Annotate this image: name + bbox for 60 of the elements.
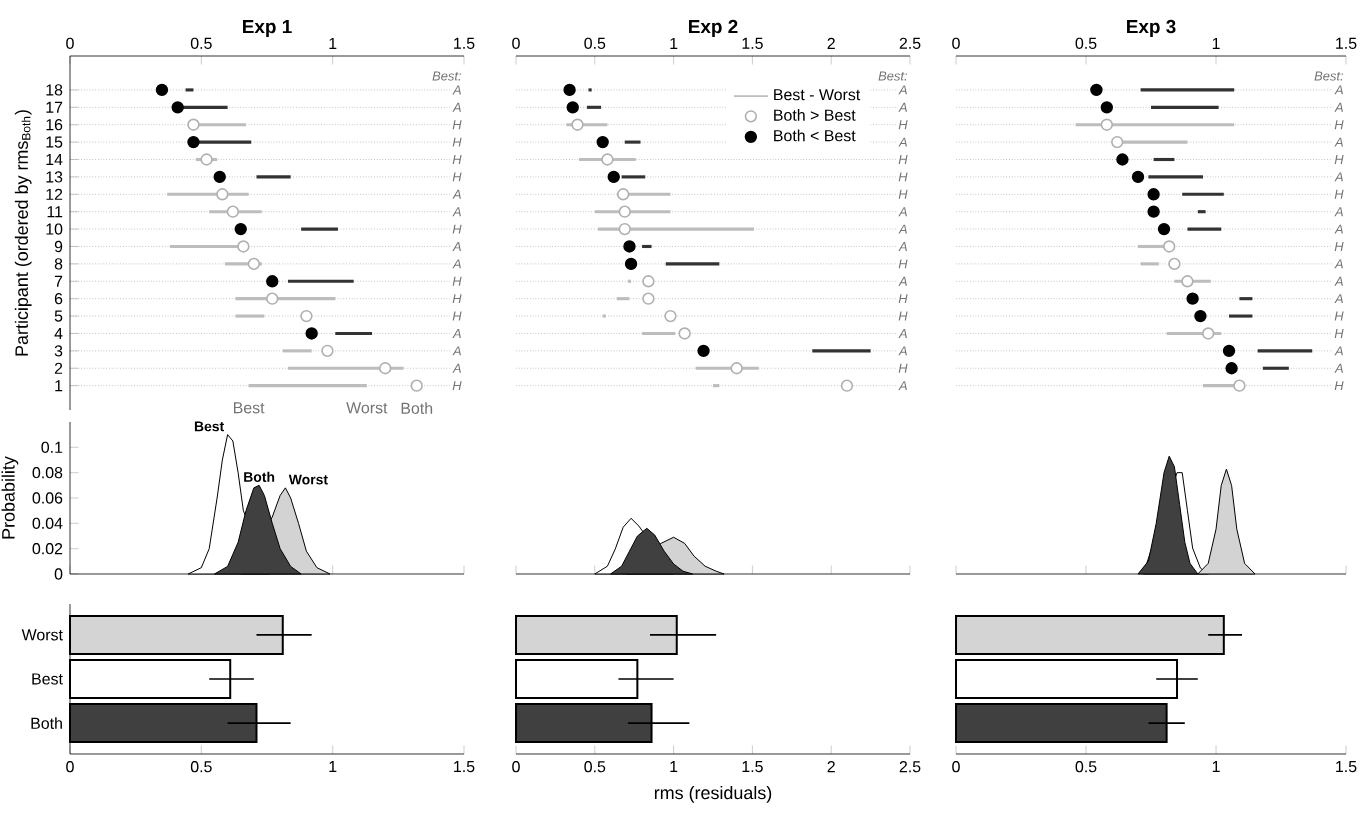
point <box>187 118 200 131</box>
point <box>1090 83 1103 97</box>
point <box>617 188 630 201</box>
point <box>1100 118 1113 131</box>
point <box>266 275 279 288</box>
point <box>840 379 854 392</box>
point <box>618 205 631 218</box>
point <box>571 118 584 131</box>
point <box>1225 362 1238 375</box>
point <box>234 222 247 236</box>
point <box>618 222 631 236</box>
point <box>1168 257 1181 271</box>
point <box>623 240 636 253</box>
point <box>596 135 609 149</box>
x-axis-title: rms (residuals) <box>654 786 772 803</box>
point <box>642 275 655 288</box>
point <box>226 205 240 218</box>
point <box>566 101 579 114</box>
point <box>171 101 184 114</box>
point <box>216 188 229 201</box>
chart-title: Exp 3 <box>1127 19 1176 38</box>
point <box>1181 275 1194 288</box>
point <box>266 292 279 305</box>
point <box>1100 101 1113 114</box>
chart-title: Exp 1 <box>243 20 292 38</box>
point <box>1202 327 1215 340</box>
point <box>187 135 200 149</box>
point <box>410 379 423 392</box>
point <box>379 362 392 375</box>
point <box>321 344 334 358</box>
chart-title: Exp 2 <box>689 19 738 38</box>
point <box>1222 344 1236 358</box>
point <box>697 344 710 358</box>
point <box>213 170 226 184</box>
point <box>1116 153 1129 166</box>
point <box>155 83 169 97</box>
point <box>237 240 250 253</box>
point <box>730 362 743 375</box>
point <box>1147 205 1160 218</box>
point <box>607 170 620 184</box>
point <box>601 153 614 166</box>
point <box>1111 135 1124 149</box>
point <box>200 153 213 166</box>
point <box>1186 292 1199 305</box>
y-axis-title: Probability <box>1 456 19 539</box>
point <box>678 327 691 340</box>
point <box>300 309 313 323</box>
y-axis-title: Participant (ordered by rms$_{Both}$) <box>14 110 32 356</box>
point <box>1131 170 1145 184</box>
point <box>1194 309 1207 323</box>
point <box>1233 379 1246 392</box>
point <box>305 327 318 340</box>
point <box>247 257 261 271</box>
point <box>1163 240 1176 253</box>
point <box>563 83 576 97</box>
point <box>664 309 677 323</box>
point <box>642 292 655 305</box>
point <box>1147 188 1160 201</box>
point <box>1157 222 1171 236</box>
point <box>624 257 638 271</box>
